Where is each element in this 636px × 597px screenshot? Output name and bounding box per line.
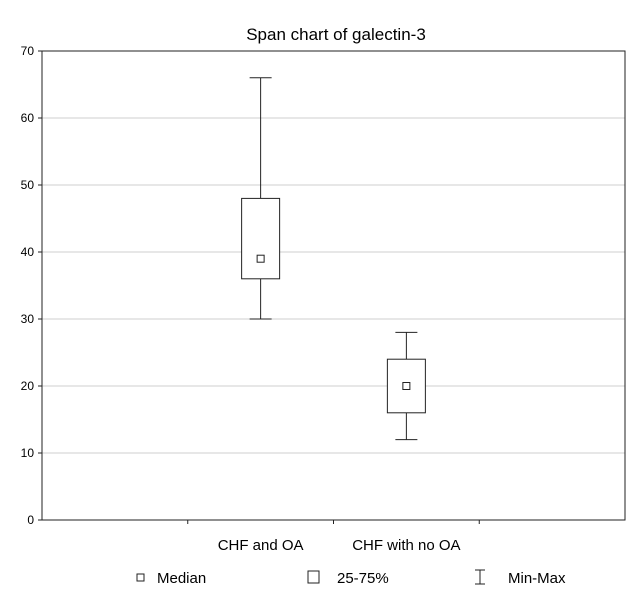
y-tick-label: 10 bbox=[21, 446, 35, 460]
box-series bbox=[241, 77, 426, 441]
legend-box-icon bbox=[307, 570, 320, 584]
x-axis-ticks bbox=[187, 520, 480, 524]
y-tick-label: 40 bbox=[21, 245, 35, 259]
legend-label-quartiles: 25-75% bbox=[337, 570, 389, 587]
chart-title: Span chart of galectin-3 bbox=[246, 25, 426, 44]
plot-area bbox=[41, 50, 626, 521]
x-category-label: CHF and OA bbox=[218, 537, 304, 554]
y-tick-label: 30 bbox=[21, 312, 35, 326]
median-marker bbox=[402, 382, 411, 390]
x-axis-categories: CHF and OA CHF with no OA bbox=[218, 537, 461, 554]
y-axis: 0 10 20 30 40 50 60 70 bbox=[21, 44, 42, 527]
legend-label-median: Median bbox=[157, 570, 206, 587]
y-tick-label: 0 bbox=[27, 513, 34, 527]
y-tick-label: 60 bbox=[21, 111, 35, 125]
box-1 bbox=[241, 77, 281, 320]
gridlines bbox=[42, 117, 625, 454]
y-tick-label: 50 bbox=[21, 178, 35, 192]
y-tick-label: 70 bbox=[21, 44, 35, 58]
x-category-label: CHF with no OA bbox=[352, 537, 460, 554]
median-marker bbox=[256, 254, 265, 263]
legend: Median 25-75% Min-Max bbox=[136, 569, 566, 587]
legend-label-minmax: Min-Max bbox=[508, 570, 566, 587]
legend-median-icon bbox=[136, 573, 145, 582]
box-2 bbox=[386, 331, 426, 441]
legend-whisker-icon bbox=[475, 569, 485, 585]
y-tick-label: 20 bbox=[21, 379, 35, 393]
box-iqr bbox=[241, 197, 281, 280]
